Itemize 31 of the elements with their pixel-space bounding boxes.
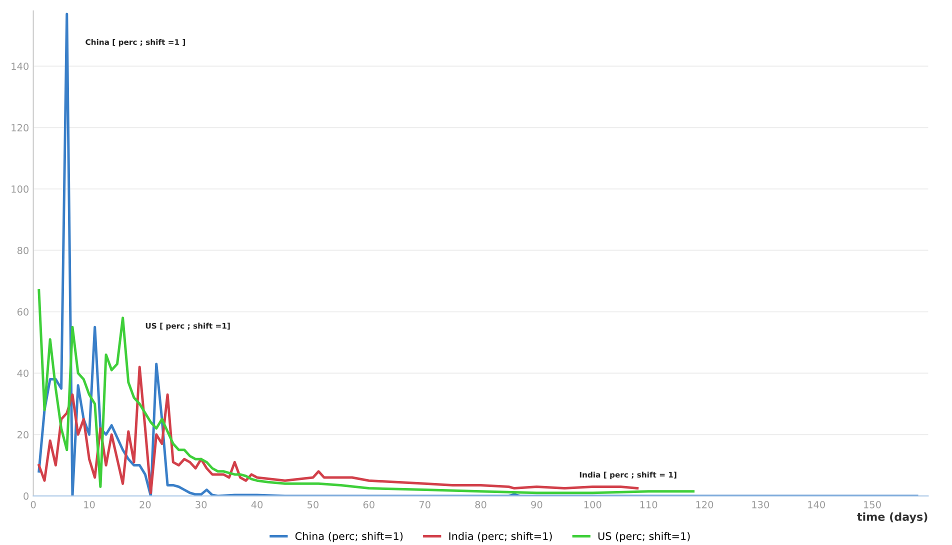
- line-series: [38, 12, 918, 496]
- y-tick-label: 60: [17, 308, 29, 316]
- y-tick-label: 20: [17, 431, 29, 438]
- y-tick-label: 120: [12, 124, 29, 132]
- x-tick-label: 50: [308, 500, 319, 508]
- x-tick-label: 140: [808, 500, 825, 508]
- x-tick-label: 40: [251, 500, 263, 508]
- legend-label: US (perc; shift=1): [598, 532, 690, 542]
- x-tick-label: 80: [475, 500, 486, 508]
- y-tick-label: 140: [12, 62, 29, 70]
- x-tick-label: 10: [84, 500, 95, 508]
- x-tick-label: 20: [140, 500, 151, 508]
- y-tick-label: 0: [24, 492, 29, 500]
- legend-label: China (perc; shift=1): [295, 532, 403, 542]
- y-tick-label: 40: [17, 370, 29, 377]
- x-tick-label: 70: [419, 500, 430, 508]
- x-tick-label: 100: [584, 500, 602, 508]
- legend-label: India (perc; shift=1): [449, 532, 552, 542]
- y-tick-label: 100: [12, 185, 29, 193]
- x-tick-label: 130: [752, 500, 770, 508]
- x-tick-label: 60: [363, 500, 374, 508]
- x-tick-label: 30: [196, 500, 207, 508]
- x-tick-label: 90: [531, 500, 542, 508]
- x-axis-title: time (days): [857, 512, 928, 524]
- x-tick-label: 110: [640, 500, 658, 508]
- line-series: [38, 289, 695, 494]
- x-tick-label: 150: [864, 500, 881, 508]
- y-tick-label: 80: [17, 246, 29, 254]
- x-tick-label: 0: [30, 500, 36, 508]
- line-series: [38, 366, 639, 494]
- x-tick-label: 120: [696, 500, 714, 508]
